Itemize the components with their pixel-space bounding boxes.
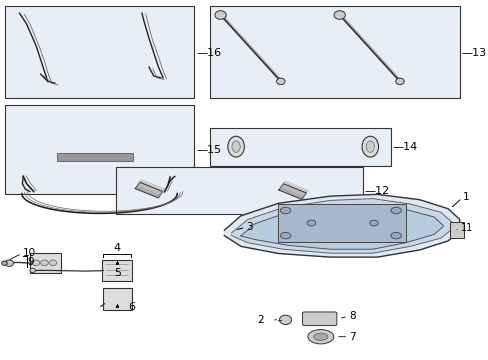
Text: 6: 6 [128,302,135,312]
Ellipse shape [307,329,333,344]
Circle shape [215,11,226,19]
Text: —16: —16 [196,48,221,58]
Text: 1: 1 [462,192,468,202]
Polygon shape [278,184,305,199]
FancyBboxPatch shape [449,222,463,238]
FancyBboxPatch shape [102,288,131,310]
Ellipse shape [390,232,401,239]
Text: 5: 5 [114,268,121,278]
Bar [116,167,363,214]
Ellipse shape [390,207,401,214]
Text: 11: 11 [460,223,472,233]
Bar [210,128,391,166]
Text: 7: 7 [348,332,355,342]
FancyBboxPatch shape [102,260,132,282]
Bar [210,6,459,98]
Text: 9: 9 [27,257,34,267]
Circle shape [30,268,36,273]
Circle shape [32,260,40,266]
Polygon shape [231,199,451,253]
Circle shape [395,78,404,85]
Ellipse shape [361,136,378,157]
Ellipse shape [231,141,240,152]
Ellipse shape [306,220,315,226]
Ellipse shape [280,232,290,239]
Circle shape [1,261,7,265]
FancyBboxPatch shape [30,253,61,273]
Bar [57,153,132,161]
Ellipse shape [369,220,378,226]
Bar [5,105,193,194]
Circle shape [41,260,48,266]
Ellipse shape [280,207,290,214]
Text: —14: —14 [392,141,417,152]
Text: —15: —15 [196,144,221,154]
Polygon shape [135,182,163,198]
Text: 4: 4 [114,243,121,253]
Text: 2: 2 [257,315,264,325]
Text: 8: 8 [348,311,355,320]
Ellipse shape [313,333,327,340]
Ellipse shape [227,136,244,157]
FancyBboxPatch shape [302,312,336,325]
Ellipse shape [366,141,374,152]
Polygon shape [224,194,459,257]
Text: —13: —13 [460,48,485,58]
Circle shape [49,260,57,266]
Bar [278,204,405,242]
Circle shape [333,11,345,19]
Circle shape [279,315,291,324]
Circle shape [5,260,13,266]
Text: —12: —12 [364,186,389,196]
Text: 3: 3 [246,222,253,231]
Polygon shape [240,204,442,249]
Text: 10: 10 [23,248,36,258]
Circle shape [276,78,285,85]
Bar [5,6,193,98]
